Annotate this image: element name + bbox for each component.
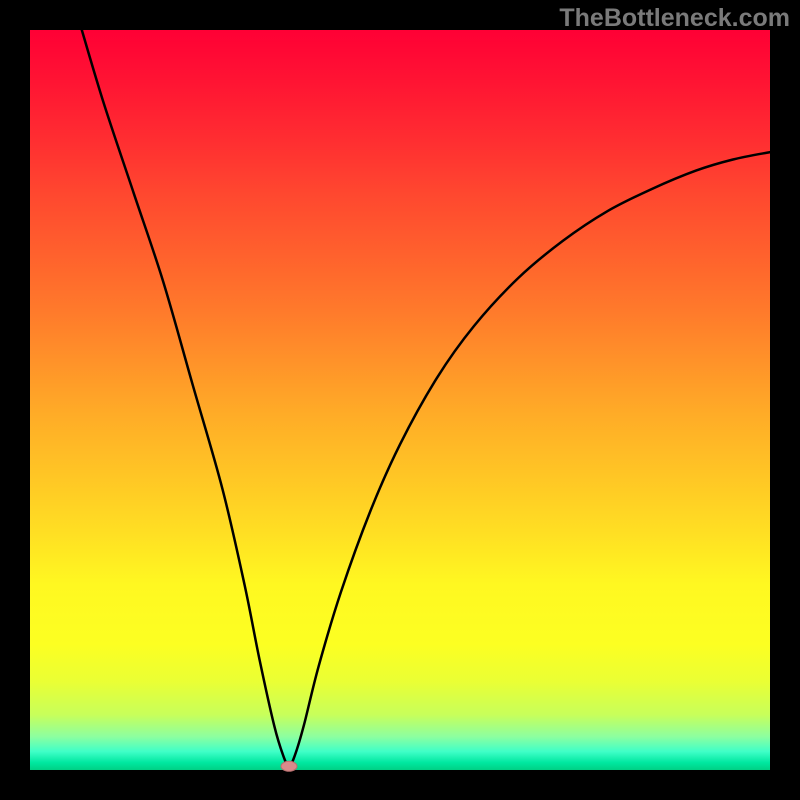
watermark-text: TheBottleneck.com — [559, 4, 790, 33]
chart-background — [30, 30, 770, 770]
chart-frame: TheBottleneck.com — [0, 0, 800, 800]
minimum-marker — [281, 761, 297, 771]
bottleneck-chart — [0, 0, 800, 800]
